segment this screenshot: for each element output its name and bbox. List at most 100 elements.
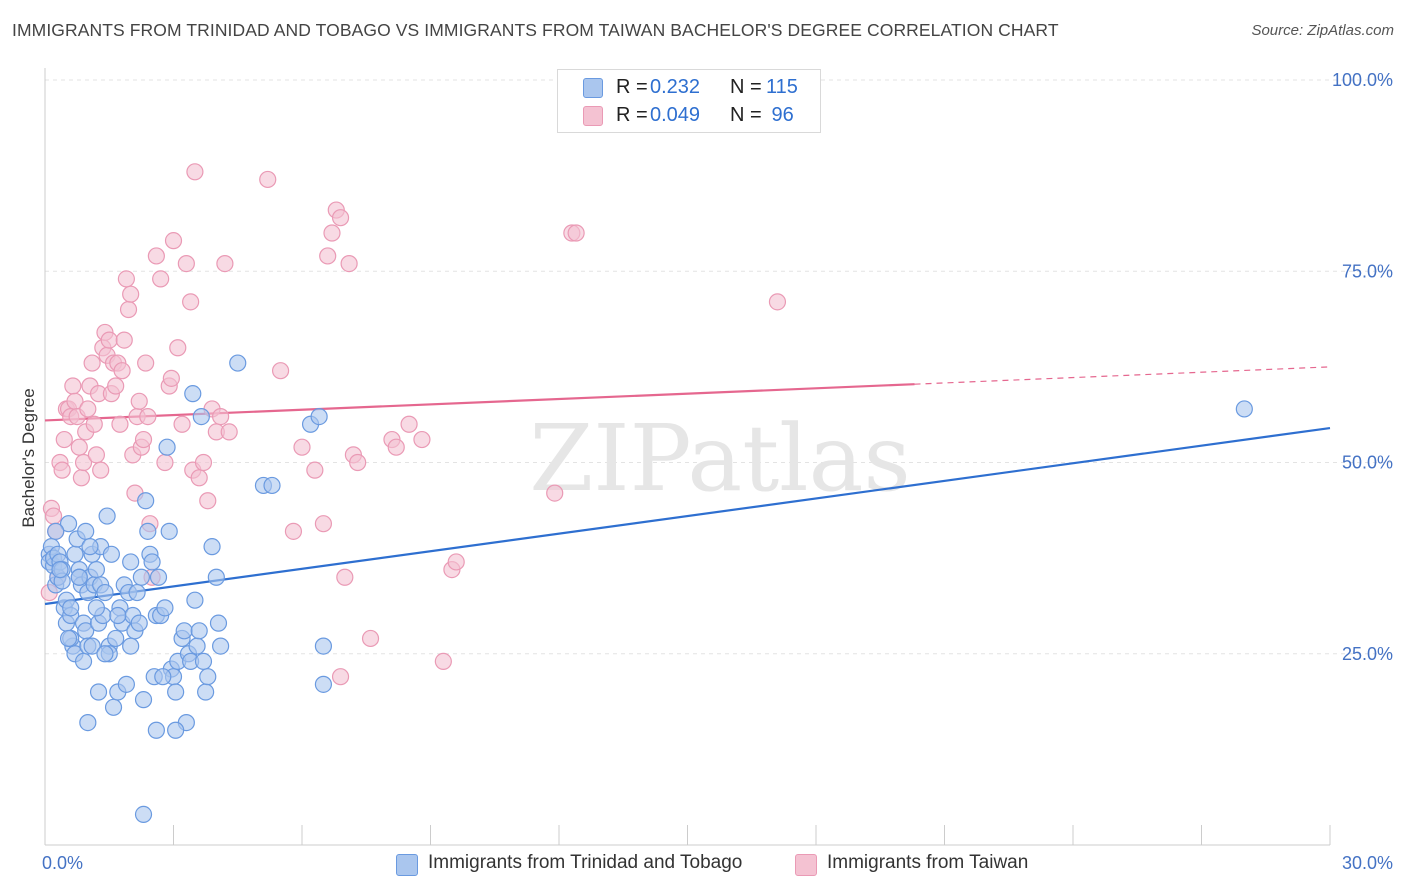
legend-label: Immigrants from Taiwan [827, 852, 1029, 873]
point-taiwan [199, 492, 217, 510]
point-taiwan [319, 247, 337, 265]
point-taiwan [434, 652, 452, 671]
y-axis-title: Bachelor's Degree [19, 388, 38, 527]
pink-swatch-icon [795, 854, 817, 876]
point-taiwan [216, 255, 234, 273]
point-taiwan [74, 453, 93, 472]
point-trinidad [87, 560, 106, 579]
n-value: 115 [766, 76, 798, 98]
point-taiwan [64, 377, 82, 395]
point-trinidad [197, 683, 215, 701]
point-taiwan [349, 453, 367, 472]
point-taiwan [400, 415, 418, 433]
point-trinidad [74, 652, 93, 671]
point-trinidad [59, 515, 78, 533]
point-taiwan [147, 247, 165, 265]
point-trinidad [117, 675, 135, 693]
point-taiwan [413, 430, 431, 449]
point-trinidad [192, 408, 210, 426]
point-trinidad [96, 645, 114, 663]
point-taiwan [83, 354, 101, 372]
point-trinidad [122, 637, 140, 655]
trend-line [44, 426, 1331, 606]
point-trinidad [130, 614, 148, 632]
watermark: ZIPatlas [529, 405, 910, 512]
point-taiwan [137, 354, 155, 372]
point-trinidad [51, 560, 69, 579]
n-label: N = [730, 104, 762, 126]
y-tick-label: 75.0% [1342, 261, 1393, 281]
point-trinidad [154, 668, 172, 686]
point-trinidad [199, 668, 217, 686]
point-trinidad [184, 385, 202, 403]
point-taiwan [387, 438, 405, 456]
point-trinidad [87, 599, 106, 617]
point-taiwan [271, 362, 290, 380]
point-trinidad [209, 614, 228, 632]
point-trinidad [263, 476, 281, 495]
point-taiwan [92, 461, 110, 479]
pink-swatch-icon [583, 106, 603, 126]
n-label: N = [730, 76, 762, 98]
x-tick-label: 30.0% [1342, 853, 1393, 873]
point-trinidad [1235, 400, 1253, 418]
point-trinidad [102, 545, 120, 563]
point-trinidad [139, 522, 157, 540]
x-tick-labels: 0.0% 30.0% [42, 853, 1393, 873]
trend-lines [44, 366, 1331, 606]
point-taiwan [55, 430, 73, 449]
point-taiwan [284, 522, 303, 540]
point-trinidad [186, 591, 204, 609]
legend-row-blue: R = 0.232 N = 115 [558, 73, 820, 101]
point-trinidad [77, 522, 95, 540]
point-taiwan [546, 484, 564, 502]
point-taiwan [162, 369, 180, 387]
point-trinidad [79, 713, 97, 732]
point-taiwan [331, 209, 350, 227]
point-trinidad [98, 507, 116, 525]
point-taiwan [182, 293, 200, 311]
y-tick-label: 25.0% [1342, 644, 1393, 664]
r-label: R = [616, 76, 648, 98]
chart-source: Source: ZipAtlas.com [1251, 22, 1394, 39]
trend-line [44, 383, 915, 422]
point-trinidad [143, 553, 161, 571]
point-taiwan [130, 392, 148, 410]
point-trinidad [160, 522, 178, 540]
point-taiwan [115, 331, 133, 349]
point-trinidad [47, 522, 65, 540]
point-taiwan [107, 377, 125, 395]
point-trinidad [132, 568, 150, 586]
point-taiwan [293, 438, 311, 456]
point-taiwan [340, 255, 358, 273]
point-trinidad [107, 629, 125, 648]
axes [44, 68, 1331, 846]
point-taiwan [259, 170, 277, 189]
point-taiwan [194, 453, 213, 472]
point-taiwan [113, 362, 131, 380]
point-taiwan [220, 423, 238, 441]
point-trinidad [104, 698, 123, 716]
point-trinidad [122, 553, 140, 571]
point-trinidad [89, 683, 108, 701]
point-taiwan [100, 331, 118, 349]
y-tick-label: 50.0% [1342, 453, 1393, 473]
point-trinidad [229, 354, 247, 372]
point-taiwan [447, 553, 465, 571]
chart-title: IMMIGRANTS FROM TRINIDAD AND TOBAGO VS I… [12, 20, 1059, 40]
point-trinidad [212, 637, 230, 655]
point-trinidad [149, 568, 168, 586]
point-trinidad [109, 606, 127, 625]
point-taiwan [152, 270, 170, 288]
point-taiwan [87, 446, 106, 464]
point-trinidad [310, 408, 328, 426]
blue-swatch-icon [396, 854, 418, 876]
point-trinidad [62, 599, 80, 617]
point-taiwan [169, 339, 187, 357]
point-trinidad [128, 583, 146, 602]
r-label: R = [616, 104, 648, 126]
stats-legend: R = 0.232 N = 115 R = 0.049 N = 96 [557, 69, 821, 133]
point-trinidad [207, 568, 225, 586]
point-trinidad [156, 599, 174, 617]
